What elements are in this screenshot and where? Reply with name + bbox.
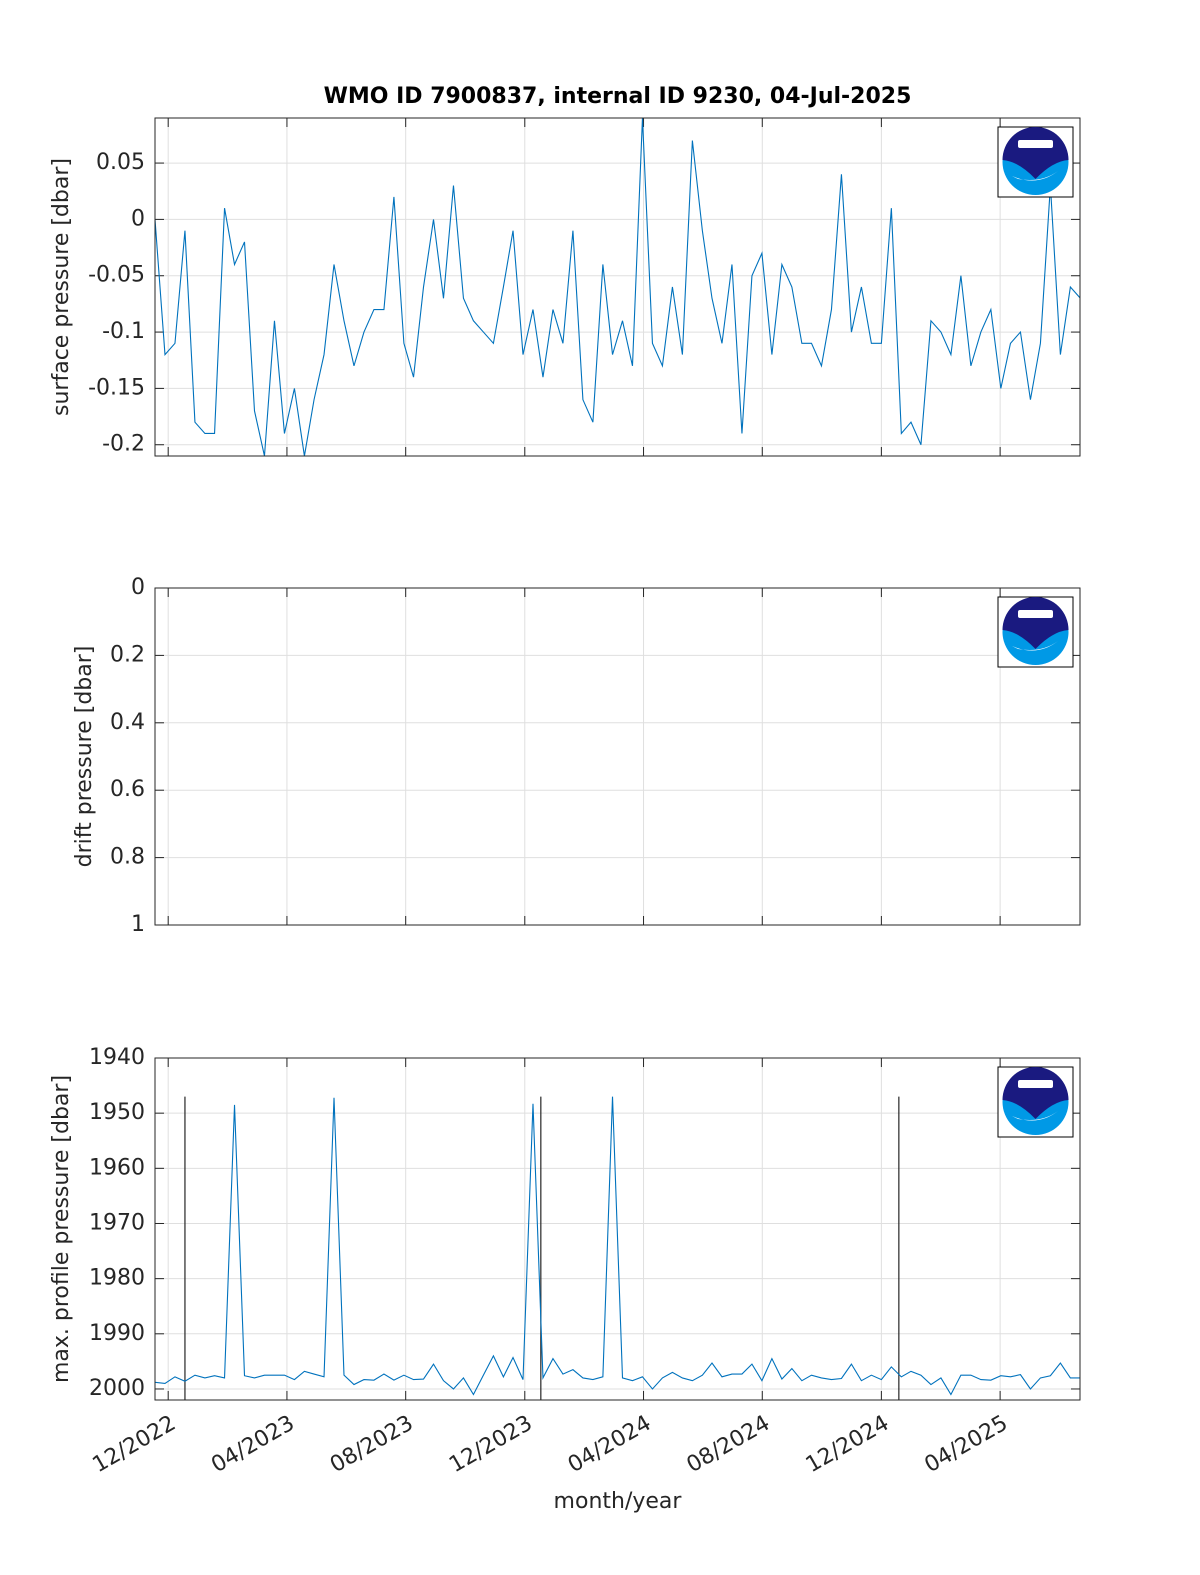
axes-box	[154, 117, 1081, 457]
y-tick-label: 1980	[89, 1266, 145, 1291]
subplot: 0 0.2 0.4 0.6 0.8 1 drift pressure [dbar]	[72, 575, 1081, 937]
logo-top	[1002, 597, 1069, 649]
y-tick-label: 0.2	[110, 642, 145, 667]
y-tick-label: 0	[131, 575, 145, 600]
x-tick-label: 12/2024	[802, 1411, 894, 1478]
plot-area	[155, 118, 1080, 456]
x-axis-label: month/year	[554, 1489, 683, 1514]
logo-wave	[1006, 1111, 1058, 1121]
y-tick-label: -0.2	[102, 432, 145, 457]
subplot: -0.2 -0.15 -0.1 -0.05 0 0.05 WMO ID 7900837, i…	[49, 84, 1081, 457]
series-group	[155, 1096, 1080, 1396]
x-tick-label: 12/2023	[445, 1411, 537, 1478]
data-line	[155, 1096, 1080, 1396]
y-tick-label: 0.4	[110, 710, 145, 735]
data-line	[155, 117, 1080, 457]
x-tick-label: 04/2024	[564, 1411, 656, 1478]
x-tick-label: 04/2025	[920, 1411, 1012, 1478]
y-tick-label: 0.05	[96, 150, 145, 175]
subplot: 1940 1950 1960 1970 1980 1990 2000 12/2022 04/20…	[49, 1045, 1081, 1514]
plot-area	[155, 588, 1080, 925]
y-tick-label: 1	[131, 912, 145, 937]
x-tick-label: 08/2024	[683, 1411, 775, 1478]
y-tick-label: -0.05	[88, 263, 145, 288]
y-tick-label: 2000	[89, 1376, 145, 1401]
y-tick-label: 0.8	[110, 845, 145, 870]
x-tick-label: 12/2022	[89, 1411, 181, 1478]
y-tick-label: 1940	[89, 1045, 145, 1070]
y-tick-label: 0.6	[110, 777, 145, 802]
y-tick-label: 1950	[89, 1100, 145, 1125]
logo-wave	[1006, 171, 1058, 181]
y-tick-label: 1990	[89, 1321, 145, 1346]
logo-top	[1002, 127, 1069, 179]
y-tick-label: -0.15	[88, 375, 145, 400]
logo-top	[1002, 1067, 1069, 1119]
series-group	[155, 117, 1080, 457]
y-tick-label: 1960	[89, 1155, 145, 1180]
y-tick-label: 0	[131, 206, 145, 231]
x-tick-label: 08/2023	[326, 1411, 418, 1478]
logo-text-bar	[1018, 610, 1053, 618]
y-tick-label: -0.1	[102, 319, 145, 344]
logo-wave	[1006, 641, 1058, 651]
y-axis-label: drift pressure [dbar]	[72, 646, 97, 868]
axes-box	[154, 587, 1081, 926]
logo-text-bar	[1018, 140, 1053, 148]
axes-box	[154, 1057, 1081, 1401]
chart-title: WMO ID 7900837, internal ID 9230, 04-Jul…	[324, 84, 912, 109]
y-axis-label: surface pressure [dbar]	[49, 158, 74, 416]
y-axis-label: max. profile pressure [dbar]	[49, 1075, 74, 1383]
y-tick-label: 1970	[89, 1210, 145, 1235]
x-tick-label: 04/2023	[207, 1411, 299, 1478]
logo-text-bar	[1018, 1080, 1053, 1088]
